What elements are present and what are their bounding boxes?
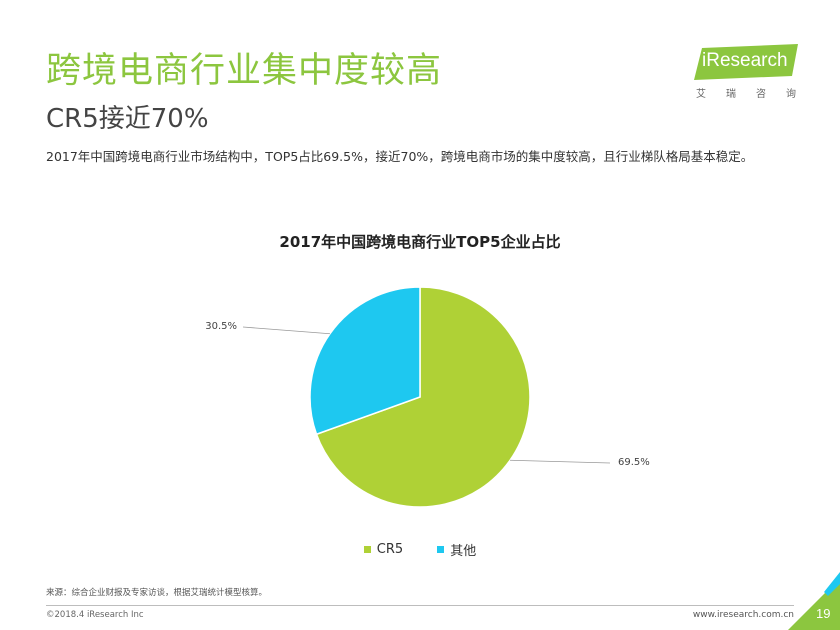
corner-stripe-blue bbox=[824, 572, 840, 596]
legend-swatch-other bbox=[437, 546, 445, 553]
page-subtitle: CR5接近70% bbox=[46, 104, 209, 134]
logo-char: 瑞 bbox=[726, 89, 736, 100]
data-label-other: 30.5% bbox=[205, 321, 237, 332]
legend-label-cr5: CR5 bbox=[376, 542, 404, 557]
legend-item-cr5: CR5 bbox=[363, 540, 404, 559]
page-title: 跨境电商行业集中度较高 bbox=[46, 51, 443, 91]
logo-subtitle: 艾 瑞 咨 询 bbox=[696, 85, 796, 100]
logo-char: 咨 bbox=[756, 89, 766, 100]
pie-slice-cr5 bbox=[315, 286, 531, 508]
source-note: 来源：综合企业财报及专家访谈，根据艾瑞统计模型核算。 bbox=[46, 588, 268, 598]
leader-line-other bbox=[242, 326, 331, 335]
copyright-text: ©2018.4 iResearch Inc bbox=[46, 610, 144, 620]
footer-divider bbox=[46, 605, 794, 606]
data-label-cr5: 69.5% bbox=[618, 457, 650, 468]
legend-label-other: 其他 bbox=[450, 544, 477, 559]
page-number: 19 bbox=[816, 606, 831, 621]
pie-slice-other bbox=[309, 286, 421, 436]
leader-line-cr5 bbox=[509, 459, 611, 464]
legend-swatch-cr5 bbox=[363, 546, 371, 553]
chart-legend: CR5 其他 bbox=[0, 540, 840, 559]
logo-text: iResearch bbox=[702, 50, 788, 71]
website-url: www.iresearch.com.cn bbox=[692, 610, 794, 620]
intro-text: 2017年中国跨境电商行业市场结构中，TOP5占比69.5%，接近70%，跨境电… bbox=[46, 149, 754, 164]
chart-title: 2017年中国跨境电商行业TOP5企业占比 bbox=[279, 233, 561, 251]
logo-badge-shape bbox=[694, 44, 798, 80]
logo-char: 艾 bbox=[696, 89, 706, 100]
logo-char: 询 bbox=[786, 89, 796, 100]
iresearch-logo: iResearch 艾 瑞 咨 询 bbox=[690, 44, 802, 100]
legend-item-other: 其他 bbox=[437, 540, 476, 559]
